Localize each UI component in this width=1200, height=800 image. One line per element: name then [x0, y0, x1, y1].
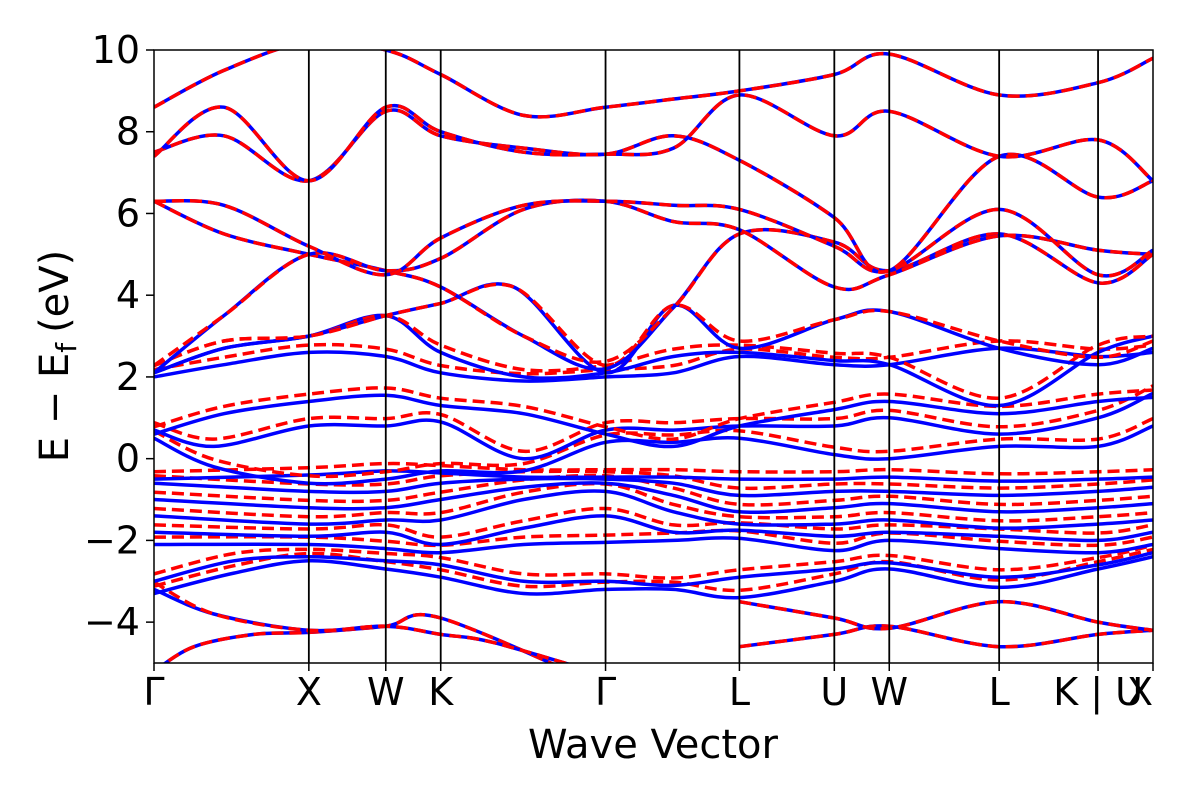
- x-axis-label: Wave Vector: [528, 722, 779, 768]
- band-line-solid: [154, 536, 1153, 555]
- high-symmetry-lines: [307, 50, 1099, 663]
- y-tick-label: 2: [116, 355, 140, 399]
- band-line-solid: [154, 476, 1153, 498]
- x-tick-label: X: [1127, 670, 1153, 714]
- band-line-dashed: [154, 528, 1153, 548]
- band-line-solid: [154, 50, 1153, 119]
- band-line-solid: [154, 198, 1153, 278]
- y-tick-label: −2: [84, 518, 140, 562]
- band-line-solid: [154, 554, 1153, 600]
- band-line-solid: [154, 514, 1153, 547]
- band-line-solid: [154, 550, 1153, 588]
- y-axis-label-subscript: f: [50, 342, 83, 353]
- x-tick-label: L: [729, 670, 750, 714]
- band-line-dashed: [154, 416, 1153, 479]
- band-line-solid: [154, 481, 1153, 515]
- x-tick-label: U: [820, 670, 848, 714]
- band-line-dashed: [154, 384, 1153, 454]
- band-line-solid: [154, 108, 1153, 274]
- plot-frame: [153, 49, 1154, 664]
- band-line-dashed: [154, 198, 1153, 278]
- x-tick-label: Γ: [143, 670, 164, 714]
- band-line-dashed: [739, 599, 1153, 633]
- band-line-dashed: [154, 473, 1153, 507]
- band-line-dashed: [154, 481, 1153, 523]
- x-tick-label: K | U: [1053, 670, 1143, 715]
- y-tick-label: 4: [116, 273, 140, 317]
- band-lines: [154, 50, 1153, 663]
- band-line-dashed: [154, 580, 571, 663]
- band-line-dashed: [154, 199, 1153, 364]
- y-tick-label: 10: [92, 28, 140, 72]
- x-tick-label: W: [870, 670, 908, 714]
- y-axis-label-main: E − E: [32, 353, 78, 463]
- y-tick-label: 8: [116, 110, 140, 154]
- band-line-solid: [739, 599, 1153, 633]
- band-line-solid: [154, 391, 1153, 461]
- y-tick-label: −4: [84, 600, 140, 644]
- band-line-dashed: [154, 50, 1153, 119]
- y-axis-label: E − Ef (eV): [32, 250, 83, 463]
- x-tick-label: L: [989, 670, 1010, 714]
- band-line-solid: [154, 346, 1153, 383]
- y-axis-ticks: 10 8 6 4 2 0 −2 −4: [84, 28, 154, 644]
- x-tick-label: W: [367, 670, 405, 714]
- band-line-solid: [154, 489, 1153, 530]
- band-line-dashed: [154, 543, 1153, 580]
- y-tick-label: 0: [116, 437, 140, 481]
- x-tick-label: K: [428, 670, 454, 714]
- band-line-dashed: [154, 461, 1153, 476]
- x-tick-label: X: [296, 670, 322, 714]
- band-line-dashed: [154, 469, 1153, 491]
- band-line-dashed: [154, 108, 1153, 274]
- band-line-dashed: [154, 547, 1153, 593]
- band-line-solid: [154, 393, 1153, 449]
- band-line-solid: [154, 424, 1153, 486]
- band-line-dashed: [154, 339, 1153, 376]
- y-axis-label-unit: (eV): [32, 250, 78, 333]
- x-tick-label: Γ: [595, 670, 616, 714]
- y-tick-label: 6: [116, 191, 140, 235]
